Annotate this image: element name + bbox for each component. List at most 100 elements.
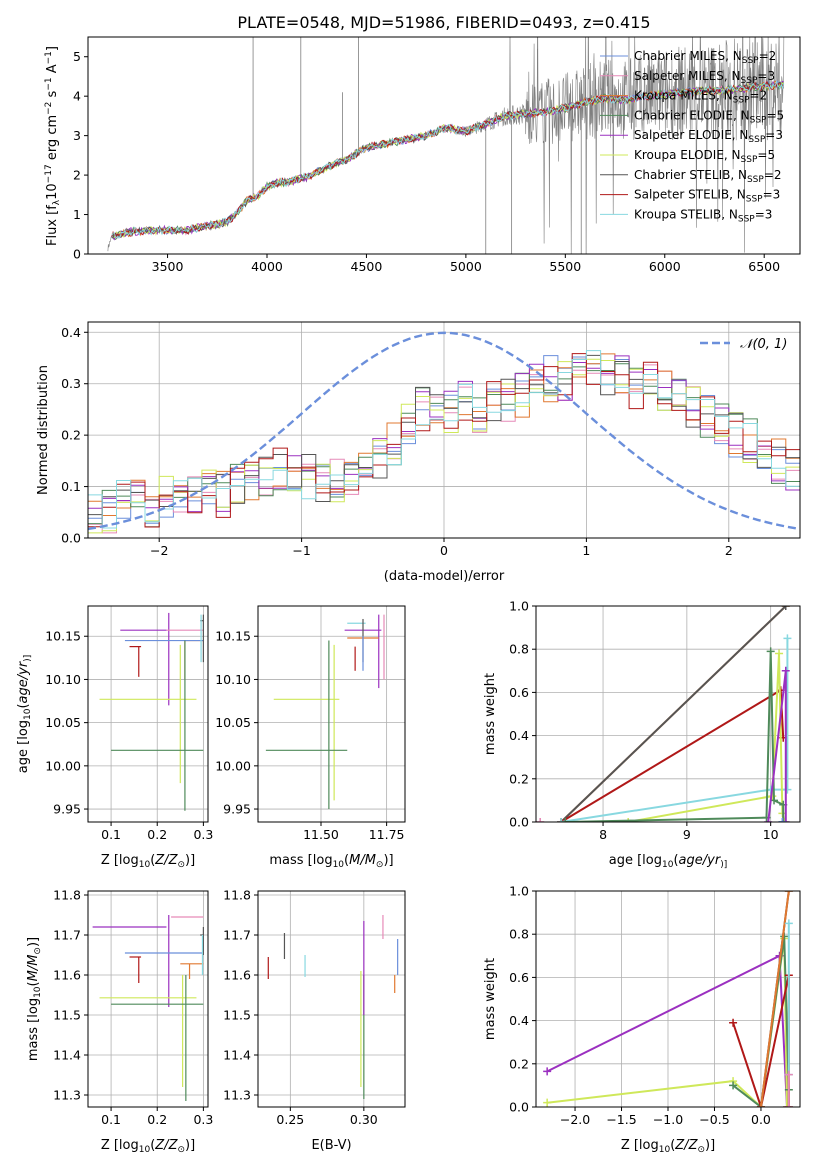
x-tick-label: 11.50	[303, 827, 339, 842]
plot-area	[92, 915, 204, 1101]
residual-histogram	[88, 350, 800, 529]
spectrum-panel: 3500 4000 4500 5000 5500 6000 6500 0 1 2 3 4 5 Flux […	[44, 36, 801, 274]
plot-area	[88, 331, 800, 534]
label-part: M/M	[349, 853, 376, 868]
mass-weight-marker	[784, 891, 793, 895]
figure-title: PLATE=0548, MJD=51986, FIBERID=0493, z=0…	[237, 13, 650, 32]
y-axis-label: mass weight	[483, 958, 498, 1040]
mass-weight-marker	[775, 649, 784, 658]
label-part: mass [log	[269, 853, 332, 868]
x-axis-label: E(B-V)	[311, 1138, 351, 1153]
y-tick-label: 10.15	[215, 629, 251, 644]
x-tick-label: 3500	[152, 259, 184, 274]
y-tick-label: 1	[73, 207, 81, 222]
x-tick-label: 6000	[649, 259, 681, 274]
axes-frame	[257, 605, 406, 823]
label-part: Z/Z	[154, 853, 178, 868]
axes: −2 −1 0 1 2 0.0 0.1 0.2 0.3 0.4	[61, 321, 801, 558]
label-part: (	[150, 853, 155, 868]
label-part: ]	[45, 46, 60, 51]
label-part: age/yr	[679, 853, 722, 868]
label-part: −2	[44, 102, 54, 115]
legend-entry: Kroupa STELIB, NSSP​=3	[634, 207, 772, 224]
y-tick-label: 0.8	[509, 642, 529, 657]
y-tick-label: 0.4	[509, 728, 529, 743]
y-tick-label: 2	[73, 168, 81, 183]
mass-weight-marker	[781, 606, 790, 610]
axes-frame	[87, 605, 209, 823]
normal-distribution-curve	[88, 331, 800, 531]
label-part: )]	[23, 655, 33, 662]
label-part: age/yr	[16, 660, 31, 703]
y-tick-label: 11.3	[223, 1088, 251, 1103]
y-tick-label: 11.8	[223, 888, 251, 903]
label-part: Z [log	[101, 853, 139, 868]
label-part: Chabrier STELIB, N	[634, 168, 747, 182]
y-tick-label: 0.0	[509, 1100, 529, 1115]
y-tick-label: 11.5	[53, 1008, 81, 1023]
y-tick-label: 0.2	[509, 771, 529, 786]
x-tick-label: 11.75	[369, 827, 405, 842]
mass-vs-ebv-panel: 0.25 0.30 11.3 11.4 11.5 11.6 11.7 11.8 E(B-V)	[223, 888, 406, 1153]
label-part: −17	[44, 164, 54, 183]
legend-entry: Chabrier STELIB, NSSP​=2	[634, 168, 782, 185]
label-part: SSP	[747, 175, 764, 185]
label-part: 10	[23, 708, 33, 720]
label-part: =2	[750, 89, 768, 103]
mass-weight-vs-age-panel: 8 9 10 0.0 0.2 0.4 0.6 0.8 1.0 age [log10​(age/yr…	[483, 599, 801, 870]
grid	[258, 606, 405, 822]
label-part: SSP	[750, 115, 767, 125]
mass-vs-z-panel: 0.1 0.2 0.311.311.411.511.611.711.8Z [log1…	[26, 888, 213, 1156]
axes: 0.25 0.30 11.3 11.4 11.5 11.6 11.7 11.8	[223, 888, 406, 1127]
plot-area	[543, 891, 793, 1107]
mass-weight-line	[760, 891, 790, 1107]
label-part: (	[344, 853, 349, 868]
label-part: ⊙	[33, 947, 43, 955]
label-part: ⊙	[177, 860, 185, 870]
mass-weight-vs-z-panel: −2.0 −1.5 −1.0 −0.5 0.0 0.0 0.2 0.4 0.6 0.8 1.0 Z […	[483, 884, 801, 1155]
x-tick-label: 0.25	[276, 1112, 304, 1127]
y-tick-label: 0	[73, 247, 81, 262]
label-part: (	[673, 853, 678, 868]
model-spectrum-line	[111, 80, 785, 239]
y-tick-label: 11.4	[53, 1048, 81, 1063]
label-part: (	[150, 1138, 155, 1153]
label-part: Z [log	[621, 1138, 659, 1153]
x-tick-label: 0	[440, 543, 448, 558]
x-axis-label: Z [log10​(Z/Z⊙​)]	[101, 853, 195, 870]
legend-entry: Chabrier MILES, NSSP​=2	[634, 49, 776, 66]
x-tick-label: 0.3	[193, 1112, 213, 1127]
mass-weight-marker	[729, 1018, 738, 1027]
label-part: SSP	[741, 155, 758, 165]
label-part: =2	[759, 49, 777, 63]
x-tick-label: 2	[725, 543, 733, 558]
label-part: M/M	[26, 955, 41, 982]
label-part: =5	[757, 148, 775, 162]
label-part: A	[45, 64, 60, 77]
label-part: 10	[662, 860, 674, 870]
mass-weight-marker	[781, 818, 790, 822]
mass-weight-marker	[729, 1081, 738, 1090]
y-tick-label: 10.10	[45, 672, 81, 687]
x-tick-label: −1	[292, 543, 310, 558]
x-tick-label: 0.2	[147, 827, 167, 842]
label-part: SSP	[738, 214, 755, 224]
axes: 0.1 0.2 0.3 11.3 11.4 11.5 11.6 11.7 11.8	[53, 888, 213, 1128]
label-part: ⊙	[697, 1145, 705, 1155]
axes: 8 9 10 0.0 0.2 0.4 0.6 0.8 1.0	[509, 599, 801, 842]
legend-entry: Kroupa MILES, NSSP​=2	[634, 89, 767, 106]
y-tick-label: 11.8	[53, 888, 81, 903]
x-tick-label: 5000	[450, 259, 482, 274]
mass-weight-marker	[756, 1103, 765, 1107]
y-tick-label: 0.1	[61, 479, 81, 494]
axes: 0.1 0.2 0.3 9.95 10.00 10.05 10.10 10.15	[45, 605, 213, 842]
x-tick-label: 5500	[549, 259, 581, 274]
x-tick-label: −2.0	[560, 1112, 590, 1127]
label-part: Salpeter MILES, N	[634, 69, 741, 83]
label-part: age [log	[609, 853, 662, 868]
legend-entry: Chabrier ELODIE, NSSP​=5	[634, 108, 784, 125]
residual-histogram	[88, 354, 800, 516]
y-tick-label: 0.8	[509, 927, 529, 942]
y-tick-label: 11.7	[53, 928, 81, 943]
x-tick-label: 0.1	[101, 827, 121, 842]
